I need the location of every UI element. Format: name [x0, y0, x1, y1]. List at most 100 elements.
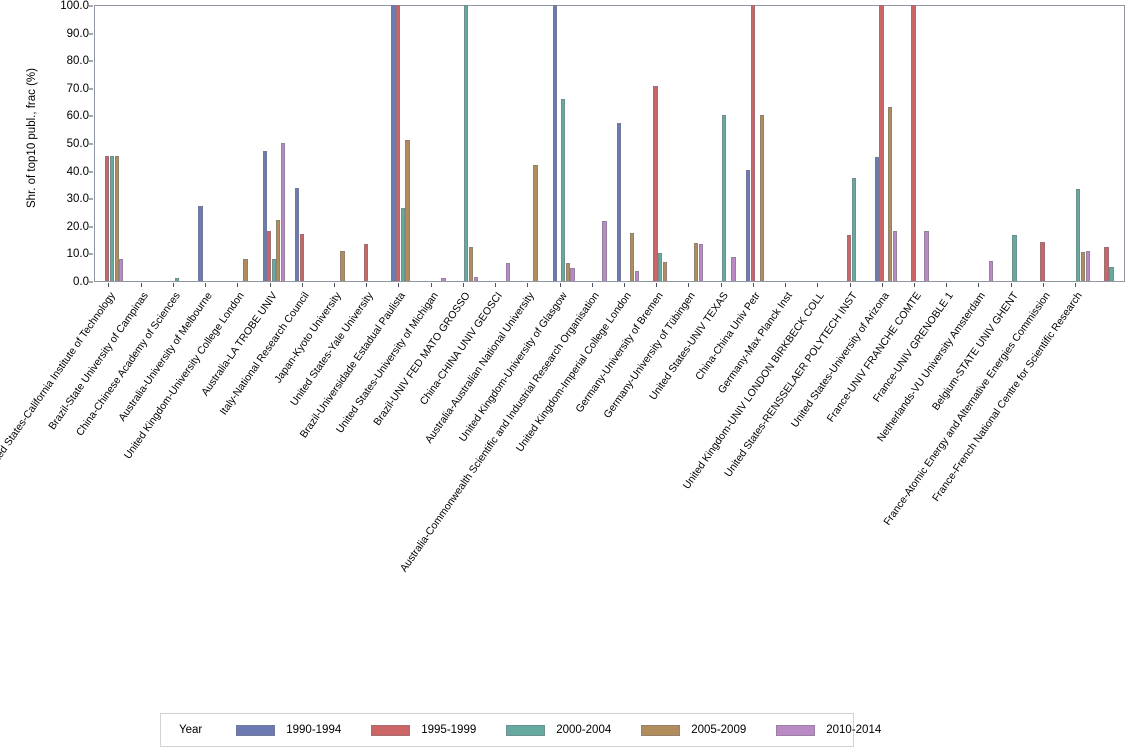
bar-2005-2009 — [887, 107, 893, 281]
bar-group — [907, 5, 930, 281]
bar-group — [456, 5, 479, 281]
bar-group — [585, 6, 608, 281]
legend-item[interactable]: 2010-2014 — [776, 724, 881, 736]
bar-1995-1999 — [1104, 246, 1109, 281]
x-tick-mark — [398, 283, 400, 287]
bar-group — [810, 6, 833, 281]
plot-area — [94, 5, 1125, 282]
y-tick-label: 20.0 — [66, 220, 89, 233]
y-tick-label: 30.0 — [66, 193, 89, 206]
x-tick-mark — [1010, 283, 1012, 287]
y-tick-label: 60.0 — [66, 110, 89, 123]
legend-label: 2010-2014 — [826, 724, 882, 736]
x-tick-mark — [527, 283, 529, 287]
bar-2010-2014 — [441, 277, 446, 281]
bar-2000-2004 — [174, 277, 180, 281]
x-tick-mark — [978, 283, 980, 287]
bar-1995-1999 — [105, 155, 110, 281]
bar-group — [842, 6, 865, 281]
legend-item[interactable]: 2000-2004 — [506, 724, 611, 736]
x-tick-mark — [946, 283, 948, 287]
bar-1990-1994 — [262, 151, 267, 281]
bar-group — [520, 6, 543, 281]
bar-group — [1100, 6, 1123, 281]
y-tick-label: 70.0 — [66, 82, 89, 95]
bar-2005-2009 — [340, 251, 345, 281]
x-tick-mark — [334, 283, 336, 287]
legend-item[interactable]: 2005-2009 — [641, 724, 746, 736]
bar-1990-1994 — [552, 5, 557, 281]
y-tick-mark — [89, 33, 93, 35]
legend-item[interactable]: 1995-1999 — [371, 724, 476, 736]
bar-1995-1999 — [879, 5, 884, 281]
x-tick-mark — [205, 283, 207, 287]
y-tick-mark — [89, 5, 93, 7]
bar-2005-2009 — [114, 155, 119, 281]
bar-1995-1999 — [653, 86, 658, 281]
x-tick-mark — [720, 283, 722, 287]
bar-2010-2014 — [505, 263, 511, 281]
y-tick-mark — [89, 281, 93, 283]
bar-group — [1068, 6, 1091, 281]
legend-swatch — [776, 724, 816, 736]
bar-2010-2014 — [892, 230, 897, 281]
bar-group — [745, 5, 769, 281]
bar-group — [198, 6, 221, 281]
bar-group — [681, 6, 704, 281]
bar-2005-2009 — [243, 258, 248, 281]
bar-2000-2004 — [722, 115, 727, 281]
y-tick-mark — [89, 115, 93, 117]
bar-groups — [95, 5, 1124, 281]
bar-group — [134, 6, 157, 281]
bar-2000-2004 — [851, 177, 857, 281]
bar-group — [166, 6, 189, 281]
x-tick-mark — [462, 283, 464, 287]
y-tick-label: 40.0 — [66, 165, 89, 178]
bar-2005-2009 — [1080, 252, 1086, 281]
x-tick-mark — [301, 283, 303, 287]
x-tick-mark — [656, 283, 658, 287]
legend: Year 1990-1994 1995-1999 2000-2004 2005-200… — [160, 713, 881, 747]
legend-label: 1995-1999 — [421, 724, 477, 736]
bar-1990-1994 — [391, 5, 396, 281]
bar-group — [327, 6, 350, 281]
bar-group — [488, 6, 511, 281]
bar-1995-1999 — [846, 234, 852, 281]
bar-1990-1994 — [198, 205, 203, 281]
legend-item[interactable]: 1990-1994 — [236, 724, 341, 736]
bar-2000-2004 — [658, 253, 663, 281]
bar-group — [1004, 6, 1027, 281]
bar-group — [552, 5, 576, 281]
bar-group — [101, 6, 124, 281]
y-tick-label: 100.0 — [60, 0, 89, 12]
x-tick-mark — [817, 283, 819, 287]
legend-label: 2005-2009 — [691, 724, 747, 736]
bar-2000-2004 — [109, 155, 115, 281]
bar-2005-2009 — [276, 219, 281, 281]
bar-2010-2014 — [731, 256, 736, 281]
y-tick-mark — [89, 226, 93, 228]
bar-2000-2004 — [1109, 266, 1114, 281]
bar-2005-2009 — [468, 246, 474, 281]
x-tick-mark — [752, 283, 754, 287]
bar-2010-2014 — [1085, 250, 1091, 281]
y-tick-label: 0.0 — [73, 276, 89, 288]
bar-group — [1036, 6, 1059, 281]
x-tick-mark — [591, 283, 593, 287]
bar-2005-2009 — [759, 114, 764, 281]
bar-2005-2009 — [662, 262, 668, 281]
bar-2010-2014 — [473, 276, 478, 281]
bar-2005-2009 — [565, 263, 570, 281]
bar-1995-1999 — [1040, 241, 1045, 281]
legend-swatch — [506, 724, 546, 736]
x-tick-mark — [237, 283, 239, 287]
legend-swatch — [236, 724, 276, 736]
bar-1995-1999 — [267, 230, 272, 281]
bar-2005-2009 — [629, 233, 635, 281]
bar-2010-2014 — [602, 220, 607, 281]
x-tick-mark — [623, 283, 625, 287]
legend-items: 1990-1994 1995-1999 2000-2004 2005-2009 2010… — [236, 724, 911, 736]
bar-2010-2014 — [924, 230, 929, 281]
bar-2005-2009 — [693, 242, 699, 281]
